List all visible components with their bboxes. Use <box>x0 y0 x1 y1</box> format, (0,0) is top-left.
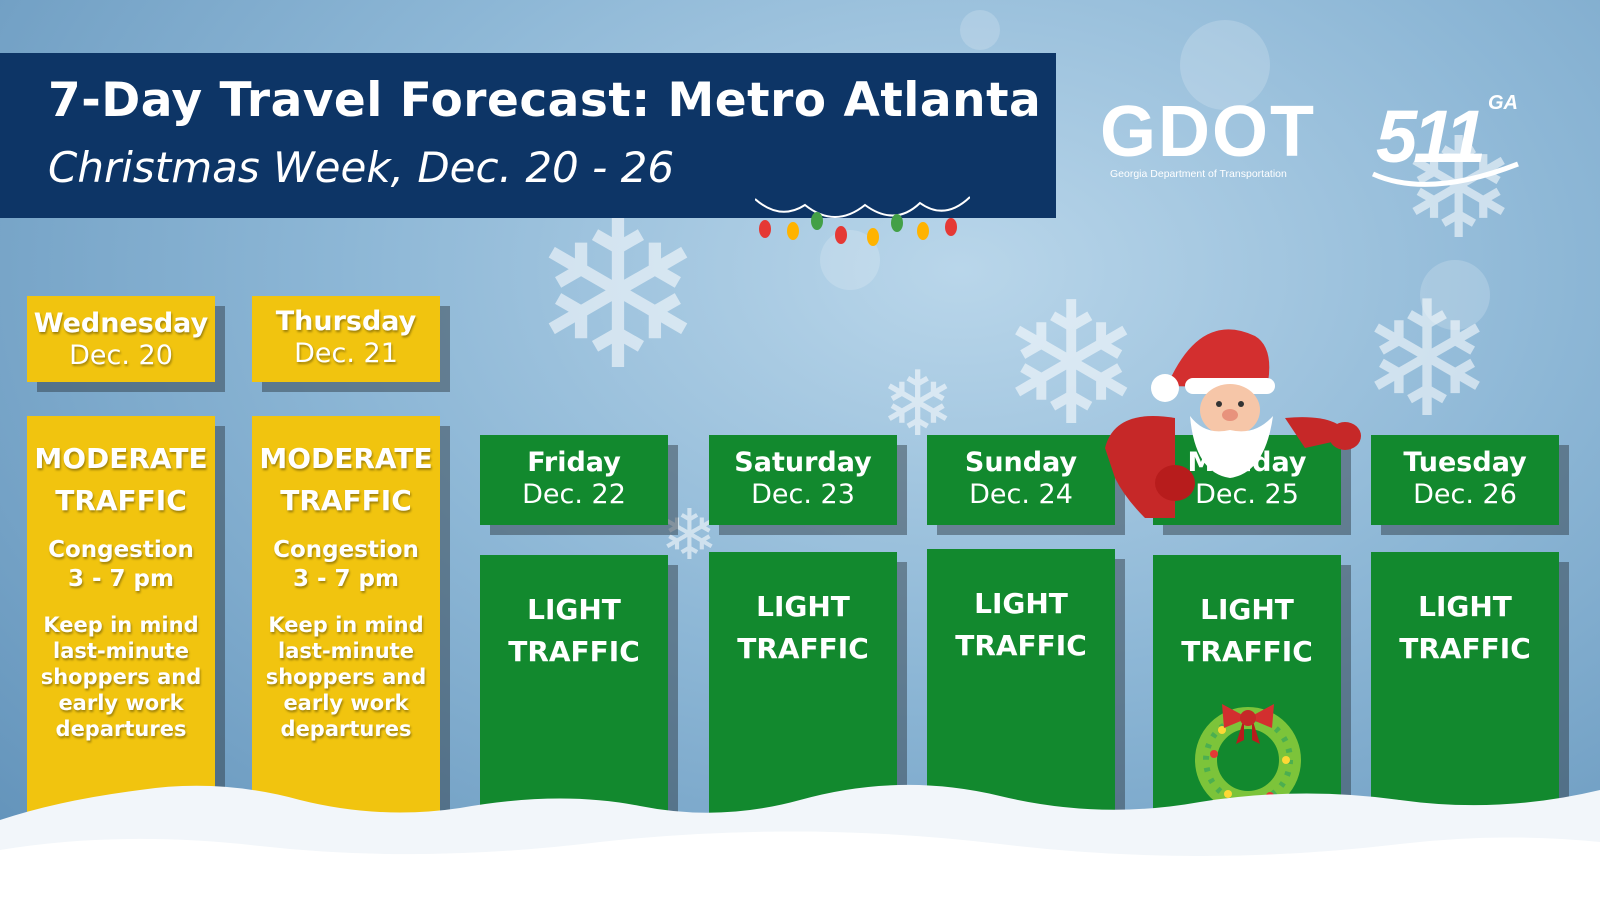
snowflake-icon: ❄ <box>530 172 706 417</box>
note-line: Keep in mind <box>43 613 199 637</box>
day-name: Thursday <box>275 306 417 337</box>
traffic-status: LIGHT <box>527 593 621 626</box>
511-logo-number: 511 <box>1376 95 1486 178</box>
forecast-card-thursday: MODERATE TRAFFIC Congestion 3 - 7 pm Kee… <box>252 416 440 856</box>
day-header-tuesday: Tuesday Dec. 26 <box>1371 435 1559 525</box>
traffic-status: LIGHT <box>1200 593 1294 626</box>
note-line: shoppers and <box>265 665 427 689</box>
congestion-time: 3 - 7 pm <box>292 566 399 592</box>
traffic-status: TRAFFIC <box>1399 632 1531 665</box>
note-line: shoppers and <box>40 665 202 689</box>
snowflake-icon: ❄ <box>1000 266 1143 464</box>
day-date: Dec. 20 <box>69 340 173 371</box>
note-line: departures <box>280 717 412 741</box>
day-date: Dec. 26 <box>1413 479 1517 510</box>
traffic-status: MODERATE <box>259 442 433 475</box>
congestion-label: Congestion <box>273 537 419 563</box>
day-name: Tuesday <box>1403 447 1527 478</box>
page-subtitle: Christmas Week, Dec. 20 - 26 <box>48 143 675 192</box>
note-line: departures <box>55 717 187 741</box>
day-name: Friday <box>527 447 621 478</box>
day-header-thursday: Thursday Dec. 21 <box>252 296 440 382</box>
day-header-sunday: Sunday Dec. 24 <box>927 435 1115 525</box>
note-line: last-minute <box>53 639 189 663</box>
note-line: last-minute <box>278 639 414 663</box>
snowflake-icon: ❄ <box>880 352 956 457</box>
snowflake-icon: ❄ <box>1360 266 1495 453</box>
congestion-label: Congestion <box>48 537 194 563</box>
gdot-logo-word: GDOT <box>1100 92 1316 172</box>
bokeh-light <box>1420 260 1490 330</box>
page-title: 7-Day Travel Forecast: Metro Atlanta <box>48 73 1042 128</box>
traffic-status: TRAFFIC <box>737 632 869 665</box>
gdot-logo-subtitle: Georgia Department of Transportation <box>1110 168 1287 180</box>
day-name: Sunday <box>964 447 1078 478</box>
traffic-status: LIGHT <box>756 590 850 623</box>
day-date: Dec. 24 <box>969 479 1073 510</box>
day-date: Dec. 22 <box>522 479 626 510</box>
bokeh-light <box>1180 20 1270 110</box>
day-name: Wednesday <box>33 308 209 339</box>
santa-icon <box>1105 329 1361 518</box>
511-logo-ga: GA <box>1488 92 1518 114</box>
note-line: early work <box>58 691 184 715</box>
day-name: Saturday <box>734 447 872 478</box>
day-date: Dec. 25 <box>1195 479 1299 510</box>
day-date: Dec. 23 <box>751 479 855 510</box>
511ga-logo: 511 GA <box>1368 84 1538 194</box>
511-swoosh-icon <box>1371 161 1519 187</box>
traffic-status: TRAFFIC <box>55 484 187 517</box>
forecast-card-wednesday: MODERATE TRAFFIC Congestion 3 - 7 pm Kee… <box>27 416 215 856</box>
day-header-saturday: Saturday Dec. 23 <box>709 435 897 525</box>
gdot-logo: GDOT Georgia Department of Transportatio… <box>1100 96 1320 186</box>
day-header-wednesday: Wednesday Dec. 20 <box>27 296 215 382</box>
day-date: Dec. 21 <box>294 338 398 369</box>
travel-note: Keep in mind last-minute shoppers and ea… <box>252 612 440 742</box>
traffic-status: TRAFFIC <box>508 635 640 668</box>
traffic-status: TRAFFIC <box>280 484 412 517</box>
christmas-lights-icon <box>755 196 970 246</box>
traffic-status: TRAFFIC <box>1181 635 1313 668</box>
traffic-status: LIGHT <box>1418 590 1512 623</box>
snow-bank <box>0 784 1600 900</box>
title-banner: 7-Day Travel Forecast: Metro Atlanta Chr… <box>0 53 1056 246</box>
note-line: early work <box>283 691 409 715</box>
note-line: Keep in mind <box>268 613 424 637</box>
day-header-friday: Friday Dec. 22 <box>480 435 668 525</box>
snowflake-icon: ❄ <box>660 494 719 576</box>
bokeh-light <box>960 10 1000 50</box>
travel-note: Keep in mind last-minute shoppers and ea… <box>27 612 215 742</box>
traffic-status: LIGHT <box>974 587 1068 620</box>
congestion-time: 3 - 7 pm <box>67 566 174 592</box>
traffic-status: MODERATE <box>34 442 208 475</box>
traffic-status: TRAFFIC <box>955 629 1087 662</box>
snowflake-icon: ❄ <box>1400 108 1518 271</box>
